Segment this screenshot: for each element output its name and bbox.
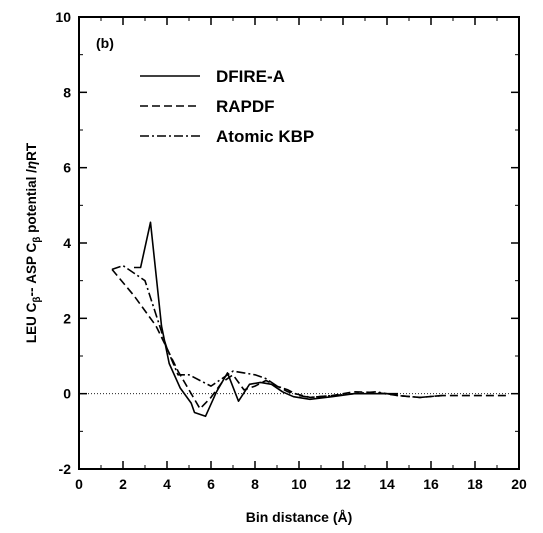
- y-tick-label: 4: [63, 235, 71, 251]
- y-label-sub-2: β: [32, 237, 43, 243]
- legend-label: Atomic KBP: [216, 127, 314, 146]
- legend-label: RAPDF: [216, 97, 275, 116]
- series-line-atomic-kbp: [111, 264, 443, 399]
- series-line-dfire-a: [134, 221, 398, 418]
- x-axis-label: Bin distance (Å): [246, 509, 353, 525]
- plot-border: [78, 16, 520, 470]
- y-tick-label: 6: [63, 160, 71, 176]
- y-label-part-3: potential /: [24, 169, 39, 237]
- y-tick-label: 10: [55, 9, 71, 25]
- series-layer: [111, 221, 508, 418]
- y-tick-label: -2: [59, 461, 72, 477]
- y-tick-label: 2: [63, 310, 71, 326]
- x-tick-label: 0: [75, 476, 83, 492]
- plot-frame: [78, 16, 520, 470]
- y-label-part-2: -- ASP C: [24, 243, 39, 297]
- series-line-rapdf: [111, 268, 508, 410]
- y-axis-label: LEU Cβ-- ASP Cβ potential /ηRT: [24, 142, 43, 343]
- y-label-part-1: LEU C: [24, 302, 39, 343]
- legend: DFIRE-A RAPDF Atomic KBP: [140, 67, 314, 146]
- y-label-part-4: RT: [24, 142, 39, 161]
- y-label-sub-1: β: [32, 297, 43, 303]
- x-tick-label: 18: [467, 476, 483, 492]
- legend-label: DFIRE-A: [216, 67, 285, 86]
- x-tick-label: 14: [379, 476, 395, 492]
- x-tick-label: 4: [163, 476, 171, 492]
- y-tick-label: 8: [63, 84, 71, 100]
- x-tick-label: 2: [119, 476, 127, 492]
- x-tick-label: 16: [423, 476, 439, 492]
- x-tick-label: 6: [207, 476, 215, 492]
- x-tick-label: 8: [251, 476, 259, 492]
- y-tick-label: 0: [63, 386, 71, 402]
- x-tick-label: 12: [335, 476, 351, 492]
- x-tick-label: 20: [511, 476, 527, 492]
- panel-label: (b): [96, 35, 114, 51]
- y-label-eta: η: [24, 161, 39, 169]
- x-tick-label: 10: [291, 476, 307, 492]
